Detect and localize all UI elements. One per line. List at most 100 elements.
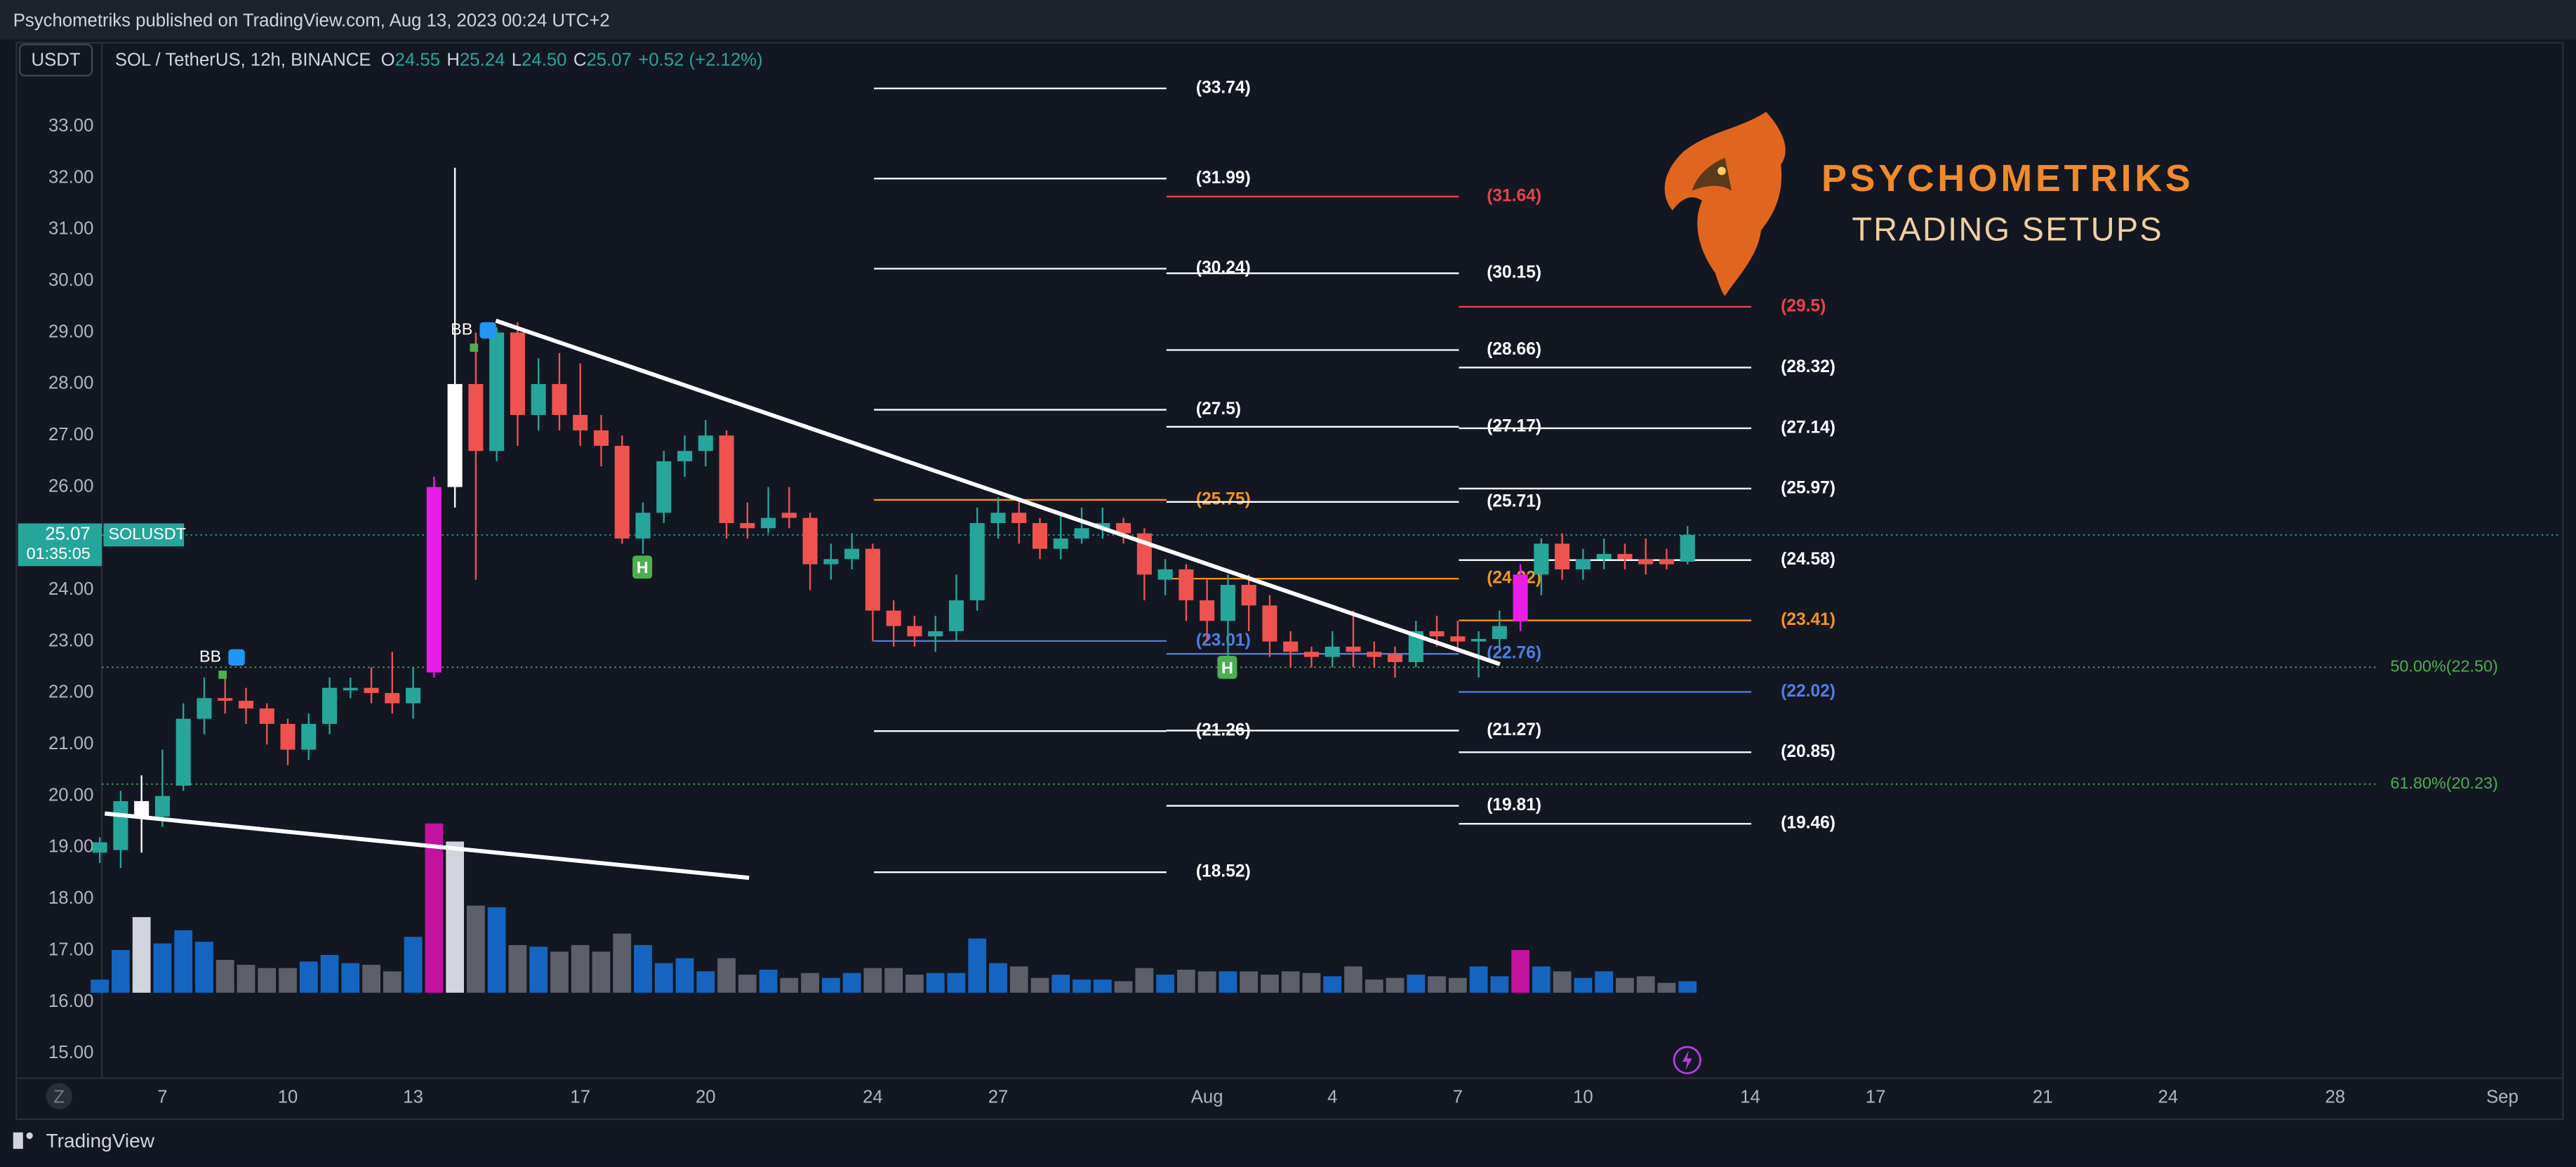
trend-line <box>104 811 750 881</box>
zoom-label: Z <box>53 1087 65 1107</box>
x-tick-label: 13 <box>403 1087 423 1107</box>
volume-bar <box>968 938 987 993</box>
logo: PSYCHOMETRIKS TRADING SETUPS <box>1664 112 2193 296</box>
volume-bar <box>1386 977 1405 993</box>
level-label: (25.97) <box>1781 478 1835 497</box>
y-tick-label: 20.00 <box>48 785 93 805</box>
volume-bar <box>320 954 339 993</box>
volume-bar <box>1511 949 1529 993</box>
volume-bar <box>258 968 277 993</box>
volume-bar <box>341 963 360 993</box>
level-label: (22.76) <box>1487 644 1541 663</box>
volume-bar <box>947 972 966 993</box>
candle-body <box>552 383 567 415</box>
level-label: (30.24) <box>1196 258 1251 277</box>
y-tick-label: 16.00 <box>48 991 93 1011</box>
candle-body <box>677 451 693 461</box>
volume-bar <box>1616 977 1634 993</box>
candle-body <box>928 631 943 637</box>
x-tick-label: Aug <box>1191 1087 1223 1107</box>
level-label: (19.46) <box>1781 814 1835 833</box>
volume-bar <box>508 944 527 993</box>
candle-body <box>865 548 880 611</box>
candle-body <box>948 600 964 631</box>
volume-bar <box>1281 971 1300 993</box>
volume-bar <box>1009 966 1028 993</box>
y-tick-label: 26.00 <box>48 476 93 496</box>
currency-button[interactable] <box>18 44 93 77</box>
fib-label: 50.00%(22.50) <box>2391 657 2498 675</box>
candle-body <box>385 692 400 704</box>
y-tick-label: 32.00 <box>48 167 93 187</box>
candle-body <box>301 723 317 750</box>
volume-bar <box>1030 977 1049 993</box>
y-tick-label: 18.00 <box>48 888 93 908</box>
volume-bar <box>759 970 778 993</box>
candle-body <box>1324 646 1340 657</box>
volume-bar <box>592 951 611 993</box>
volume-bar <box>132 917 151 993</box>
ohlc-label: C <box>573 50 587 70</box>
volume-bar <box>446 841 465 993</box>
annotation-badge <box>1217 655 1237 679</box>
candle-body <box>406 687 421 704</box>
annotation-flag <box>470 343 479 352</box>
y-tick-label: 22.00 <box>48 683 93 702</box>
volume-bar <box>1261 975 1279 993</box>
candle-body <box>1157 569 1173 580</box>
candle-body <box>531 383 546 415</box>
volume-bar <box>550 951 569 993</box>
level-label: (27.14) <box>1781 418 1835 437</box>
volume-bar <box>926 972 945 993</box>
volume-bar <box>279 968 297 993</box>
candle-body <box>322 687 338 724</box>
candle-body <box>781 513 797 518</box>
x-tick-label: 20 <box>696 1087 716 1107</box>
candle-body <box>1179 569 1194 600</box>
candle-body <box>447 383 463 487</box>
volume-bar <box>654 963 673 993</box>
candle-body <box>364 687 379 693</box>
level-label: (28.66) <box>1487 340 1541 359</box>
brand[interactable]: TradingView <box>46 1130 155 1152</box>
x-tick-label: 17 <box>1866 1087 1886 1107</box>
x-tick-label: 10 <box>1573 1087 1593 1107</box>
candle-body <box>990 513 1006 523</box>
level-label: (29.5) <box>1781 296 1826 315</box>
volume-bar <box>425 823 444 993</box>
candle-body <box>719 435 734 523</box>
level-label: (23.41) <box>1781 610 1835 629</box>
dragon-eye <box>1718 166 1726 176</box>
y-tick-label: 27.00 <box>48 425 93 444</box>
x-tick-label: 10 <box>278 1087 298 1107</box>
candle-body <box>761 517 776 529</box>
logo-title: PSYCHOMETRIKS <box>1821 157 2193 199</box>
volume-bar <box>1219 971 1237 993</box>
x-tick-label: 14 <box>1740 1087 1760 1107</box>
annotation-label: BB <box>451 320 472 338</box>
candle-body <box>886 610 901 626</box>
volume-bar <box>1595 971 1614 993</box>
publisher: Psychometriks published on TradingView.c… <box>13 11 610 30</box>
volume-bar <box>1156 975 1174 993</box>
candle-body <box>740 522 755 529</box>
x-tick-label: 4 <box>1327 1087 1337 1107</box>
candle-body <box>1346 646 1361 652</box>
price-tag-countdown: 01:35:05 <box>27 544 91 562</box>
zoom-button[interactable] <box>46 1083 72 1109</box>
volume-bar <box>1135 968 1154 993</box>
volume-bar <box>863 968 882 993</box>
volume-bar <box>1678 981 1697 993</box>
candle-body <box>1011 513 1027 523</box>
alert-icon[interactable] <box>1673 1046 1701 1074</box>
candle-body <box>656 461 672 513</box>
volume-bar <box>174 930 193 993</box>
annotation-icon <box>479 322 496 339</box>
volume-bar <box>1448 977 1467 993</box>
level-label: (33.74) <box>1196 78 1251 97</box>
candle-body <box>280 723 296 750</box>
annotation-label: H <box>1221 659 1233 677</box>
volume-bar <box>1490 976 1509 993</box>
y-tick-label: 17.00 <box>48 939 93 959</box>
volume-bar <box>1073 980 1091 993</box>
